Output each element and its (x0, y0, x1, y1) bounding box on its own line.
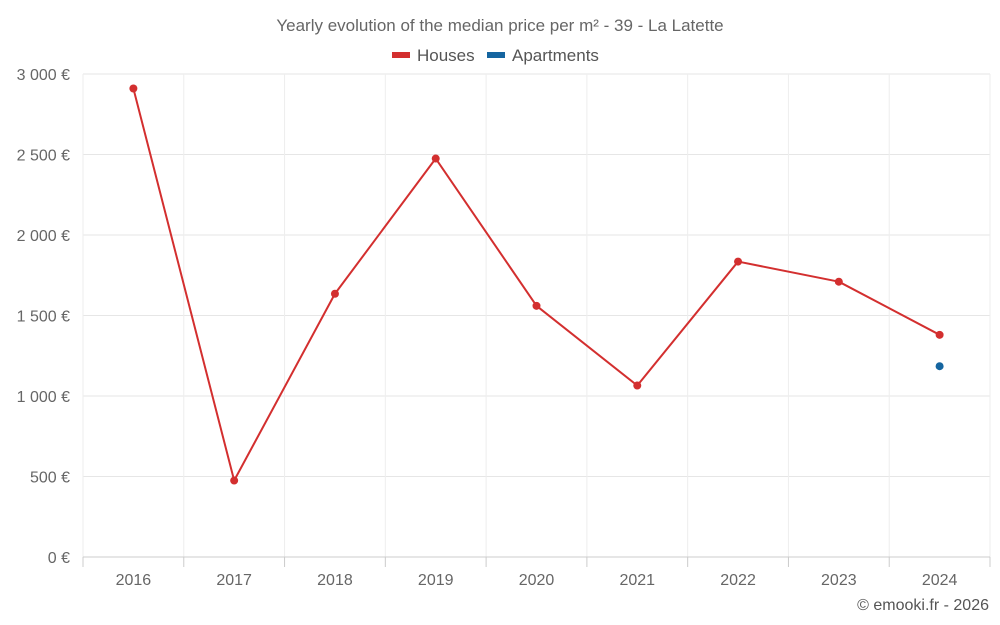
data-point-houses-2021[interactable] (633, 381, 642, 390)
data-point-houses-2020[interactable] (532, 301, 541, 310)
y-tick-label: 0 € (48, 550, 70, 567)
x-tick-label: 2024 (922, 572, 958, 589)
legend-swatch-houses (392, 52, 410, 58)
x-axis: 2016 2017 2018 2019 2020 2021 2022 2023 2024 (82, 556, 991, 589)
legend-swatch-apartments (487, 52, 505, 58)
legend: Houses Apartments (392, 46, 599, 65)
data-point-houses-2016[interactable] (129, 84, 138, 93)
x-tick-label: 2016 (116, 572, 152, 589)
x-tick-label: 2022 (720, 572, 756, 589)
series-line-houses (132, 88, 941, 482)
series (129, 84, 944, 485)
x-tick-label: 2018 (317, 572, 353, 589)
data-point-houses-2018[interactable] (330, 289, 339, 298)
data-point-apartments-2024[interactable] (935, 362, 944, 371)
y-tick-label: 500 € (30, 470, 70, 487)
grid (82, 73, 991, 557)
data-point-houses-2023[interactable] (834, 277, 843, 286)
data-point-houses-2017[interactable] (230, 476, 239, 485)
data-point-houses-2024[interactable] (935, 330, 944, 339)
y-tick-label: 3 000 € (17, 67, 70, 84)
chart-title: Yearly evolution of the median price per… (276, 16, 723, 35)
data-point-houses-2019[interactable] (431, 154, 440, 163)
x-tick-label: 2021 (619, 572, 655, 589)
legend-label-houses: Houses (417, 46, 475, 65)
y-tick-label: 1 000 € (17, 389, 70, 406)
x-tick-label: 2019 (418, 572, 454, 589)
x-tick-label: 2017 (216, 572, 252, 589)
legend-item-apartments[interactable]: Apartments (487, 46, 599, 65)
credit: © emooki.fr - 2026 (857, 597, 989, 614)
y-tick-label: 2 000 € (17, 228, 70, 245)
data-point-houses-2022[interactable] (734, 257, 743, 266)
x-tick-label: 2023 (821, 572, 857, 589)
y-tick-label: 1 500 € (17, 309, 70, 326)
y-axis: 0 € 500 € 1 000 € 1 500 € 2 000 € 2 500 € 3 00… (17, 67, 70, 567)
legend-item-houses[interactable]: Houses (392, 46, 475, 65)
y-tick-label: 2 500 € (17, 148, 70, 165)
legend-label-apartments: Apartments (512, 46, 599, 65)
x-tick-label: 2020 (519, 572, 555, 589)
